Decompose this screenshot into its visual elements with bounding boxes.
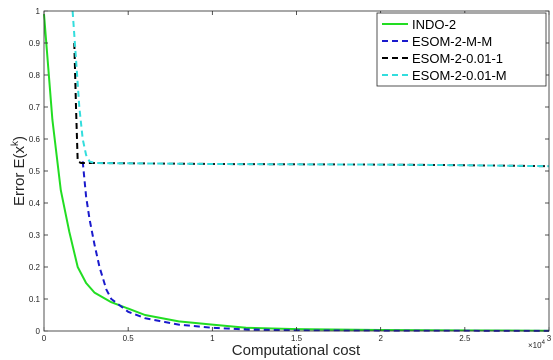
- legend-label: INDO-2: [412, 17, 456, 32]
- y-tick-label: 0.4: [29, 199, 41, 208]
- legend-box: [376, 12, 547, 87]
- y-axis-title-sup: k: [10, 140, 21, 146]
- x-tick-label: 1: [210, 334, 215, 343]
- y-tick-label: 0.5: [29, 167, 41, 176]
- series-layer: [43, 10, 550, 332]
- y-axis-title-main: Error E(x: [11, 146, 28, 207]
- y-tick-label: 0.2: [29, 263, 41, 272]
- x-multiplier-base: ×10: [528, 341, 542, 350]
- y-tick-label: 0.9: [29, 39, 41, 48]
- y-tick-label: 0.3: [29, 231, 41, 240]
- x-tick-label: 0: [42, 334, 47, 343]
- x-tick-label: 3: [547, 334, 552, 343]
- x-multiplier: ×104: [528, 340, 546, 350]
- series-line-esom-2-0-01-m: [71, 10, 550, 168]
- y-tick-label: 0.1: [29, 295, 41, 304]
- legend-label: ESOM-2-M-M: [412, 34, 492, 49]
- legend-items: INDO-2 ESOM-2-M-M ESOM-2-0.01-1 ESOM-2-0.01…: [382, 17, 507, 83]
- x-tick-label: 1.5: [291, 334, 303, 343]
- legend: INDO-2 ESOM-2-M-M ESOM-2-0.01-1 ESOM-2-0.01…: [376, 12, 547, 87]
- legend-label: ESOM-2-0.01-1: [412, 51, 503, 66]
- x-tick-label: 2.5: [459, 334, 471, 343]
- y-axis-title-tail: ): [11, 136, 28, 141]
- x-tick-label: 0.5: [123, 334, 135, 343]
- y-tick-label: 0.8: [29, 71, 41, 80]
- y-tick-label: 1: [36, 7, 41, 16]
- y-axis-title: Error E(xk): [10, 136, 28, 206]
- y-tick-label: 0.6: [29, 135, 41, 144]
- series-line-indo-2: [43, 14, 550, 332]
- x-tick-label: 2: [378, 334, 383, 343]
- ticks-layer: 0 0.5 1 1.5 2 2.5 3 0 0.1 0.2 0.3 0.4 0.5 0.6 0.7 0.8 0.…: [29, 7, 552, 343]
- y-tick-label: 0: [36, 327, 41, 336]
- legend-label: ESOM-2-0.01-M: [412, 68, 507, 83]
- series-line-esom-2-m-m: [81, 161, 550, 332]
- x-axis-title: Computational cost: [232, 342, 361, 359]
- x-multiplier-exp: 4: [542, 340, 546, 346]
- y-tick-label: 0.7: [29, 103, 41, 112]
